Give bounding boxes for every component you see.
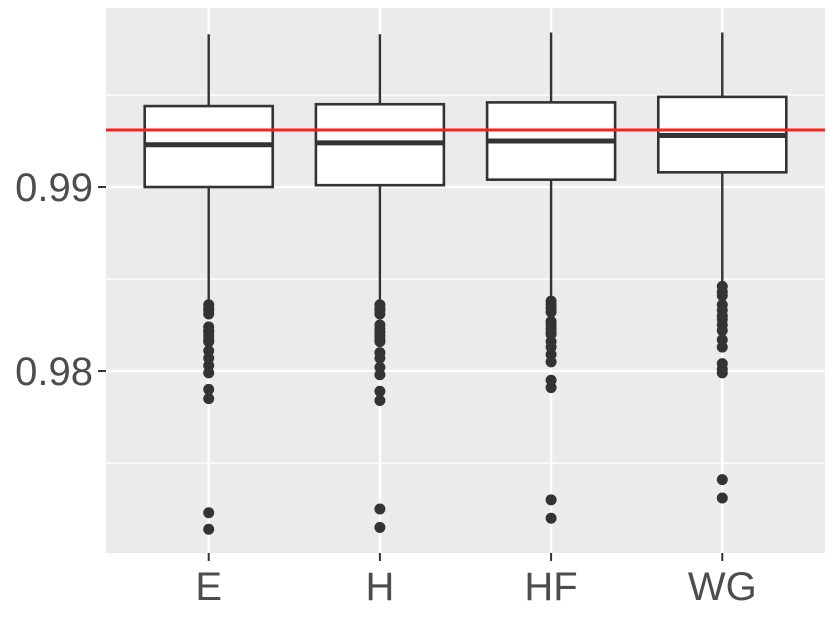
outlier-point [203, 523, 215, 535]
outlier-point [374, 369, 386, 381]
outlier-point [374, 385, 386, 397]
outlier-point [374, 336, 386, 348]
outlier-point [374, 308, 386, 320]
outlier-point [716, 290, 728, 302]
outlier-point [203, 367, 215, 379]
outlier-point [716, 325, 728, 337]
x-tick-label: H [365, 565, 394, 609]
x-tick-label: WG [688, 565, 757, 609]
outlier-point [716, 492, 728, 504]
y-tick-label: 0.98 [15, 350, 93, 394]
x-tick-label: E [195, 565, 222, 609]
outlier-point [545, 356, 557, 368]
outlier-point [716, 341, 728, 353]
outlier-point [374, 521, 386, 533]
outlier-point [203, 336, 215, 348]
outlier-point [374, 352, 386, 364]
outlier-point [203, 308, 215, 320]
y-tick-label: 0.99 [15, 166, 93, 210]
outlier-point [716, 474, 728, 486]
outlier-point [545, 512, 557, 524]
outlier-point [203, 393, 215, 405]
x-tick-label: HF [524, 565, 577, 609]
outlier-point [545, 382, 557, 394]
outlier-point [545, 494, 557, 506]
outlier-point [716, 367, 728, 379]
outlier-point [545, 306, 557, 318]
plot-panel [106, 8, 825, 553]
outlier-point [203, 383, 215, 395]
outlier-point [374, 503, 386, 515]
outlier-point [203, 507, 215, 519]
outlier-point [374, 394, 386, 406]
